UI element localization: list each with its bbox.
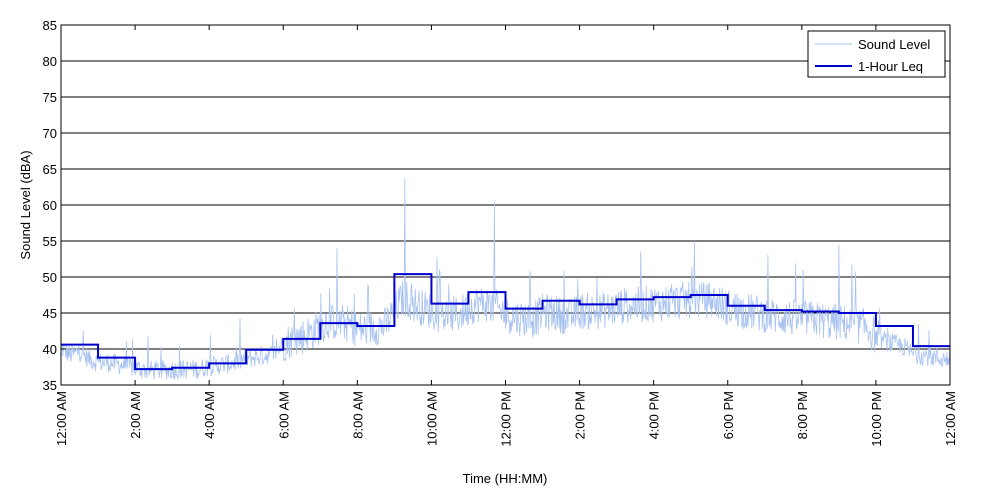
x-tick-label: 4:00 PM <box>647 391 662 439</box>
leq-step-line <box>61 273 950 371</box>
y-tick-label: 50 <box>43 270 57 285</box>
y-tick-label: 60 <box>43 198 57 213</box>
x-tick-label: 8:00 AM <box>350 391 365 439</box>
x-tick-label: 10:00 AM <box>424 391 439 446</box>
x-axis: 12:00 AM 2:00 AM 4:00 AM 6:00 AM 8:00 AM 10:0… <box>54 25 958 447</box>
x-tick-label: 12:00 PM <box>499 391 514 447</box>
grid-lines <box>61 60 950 350</box>
y-tick-label: 35 <box>43 378 57 393</box>
y-tick-label: 75 <box>43 90 57 105</box>
y-tick-label: 80 <box>43 54 57 69</box>
legend-label-leq: 1-Hour Leq <box>858 59 923 74</box>
legend: Sound Level 1-Hour Leq <box>807 30 946 78</box>
y-axis: 35 40 45 50 55 60 65 70 75 80 85 <box>43 18 950 393</box>
x-tick-label: 8:00 PM <box>795 391 810 439</box>
y-tick-label: 45 <box>43 306 57 321</box>
x-tick-label: 4:00 AM <box>202 391 217 439</box>
x-tick-label: 12:00 AM <box>54 391 69 446</box>
y-tick-label: 85 <box>43 18 57 33</box>
x-tick-label: 2:00 PM <box>573 391 588 439</box>
x-tick-label: 2:00 AM <box>128 391 143 439</box>
x-tick-label: 6:00 AM <box>276 391 291 439</box>
x-tick-label: 6:00 PM <box>721 391 736 439</box>
legend-label-sound-level: Sound Level <box>858 37 930 52</box>
y-tick-label: 65 <box>43 162 57 177</box>
x-tick-label: 12:00 AM <box>943 391 958 446</box>
y-axis-label: Sound Level (dBA) <box>18 150 33 259</box>
x-axis-label: Time (HH:MM) <box>463 471 548 486</box>
y-tick-label: 70 <box>43 126 57 141</box>
x-tick-label: 10:00 PM <box>869 391 884 447</box>
legend-box <box>807 30 946 78</box>
y-tick-label: 40 <box>43 342 57 357</box>
plot-series <box>60 178 951 380</box>
y-tick-label: 55 <box>43 234 57 249</box>
